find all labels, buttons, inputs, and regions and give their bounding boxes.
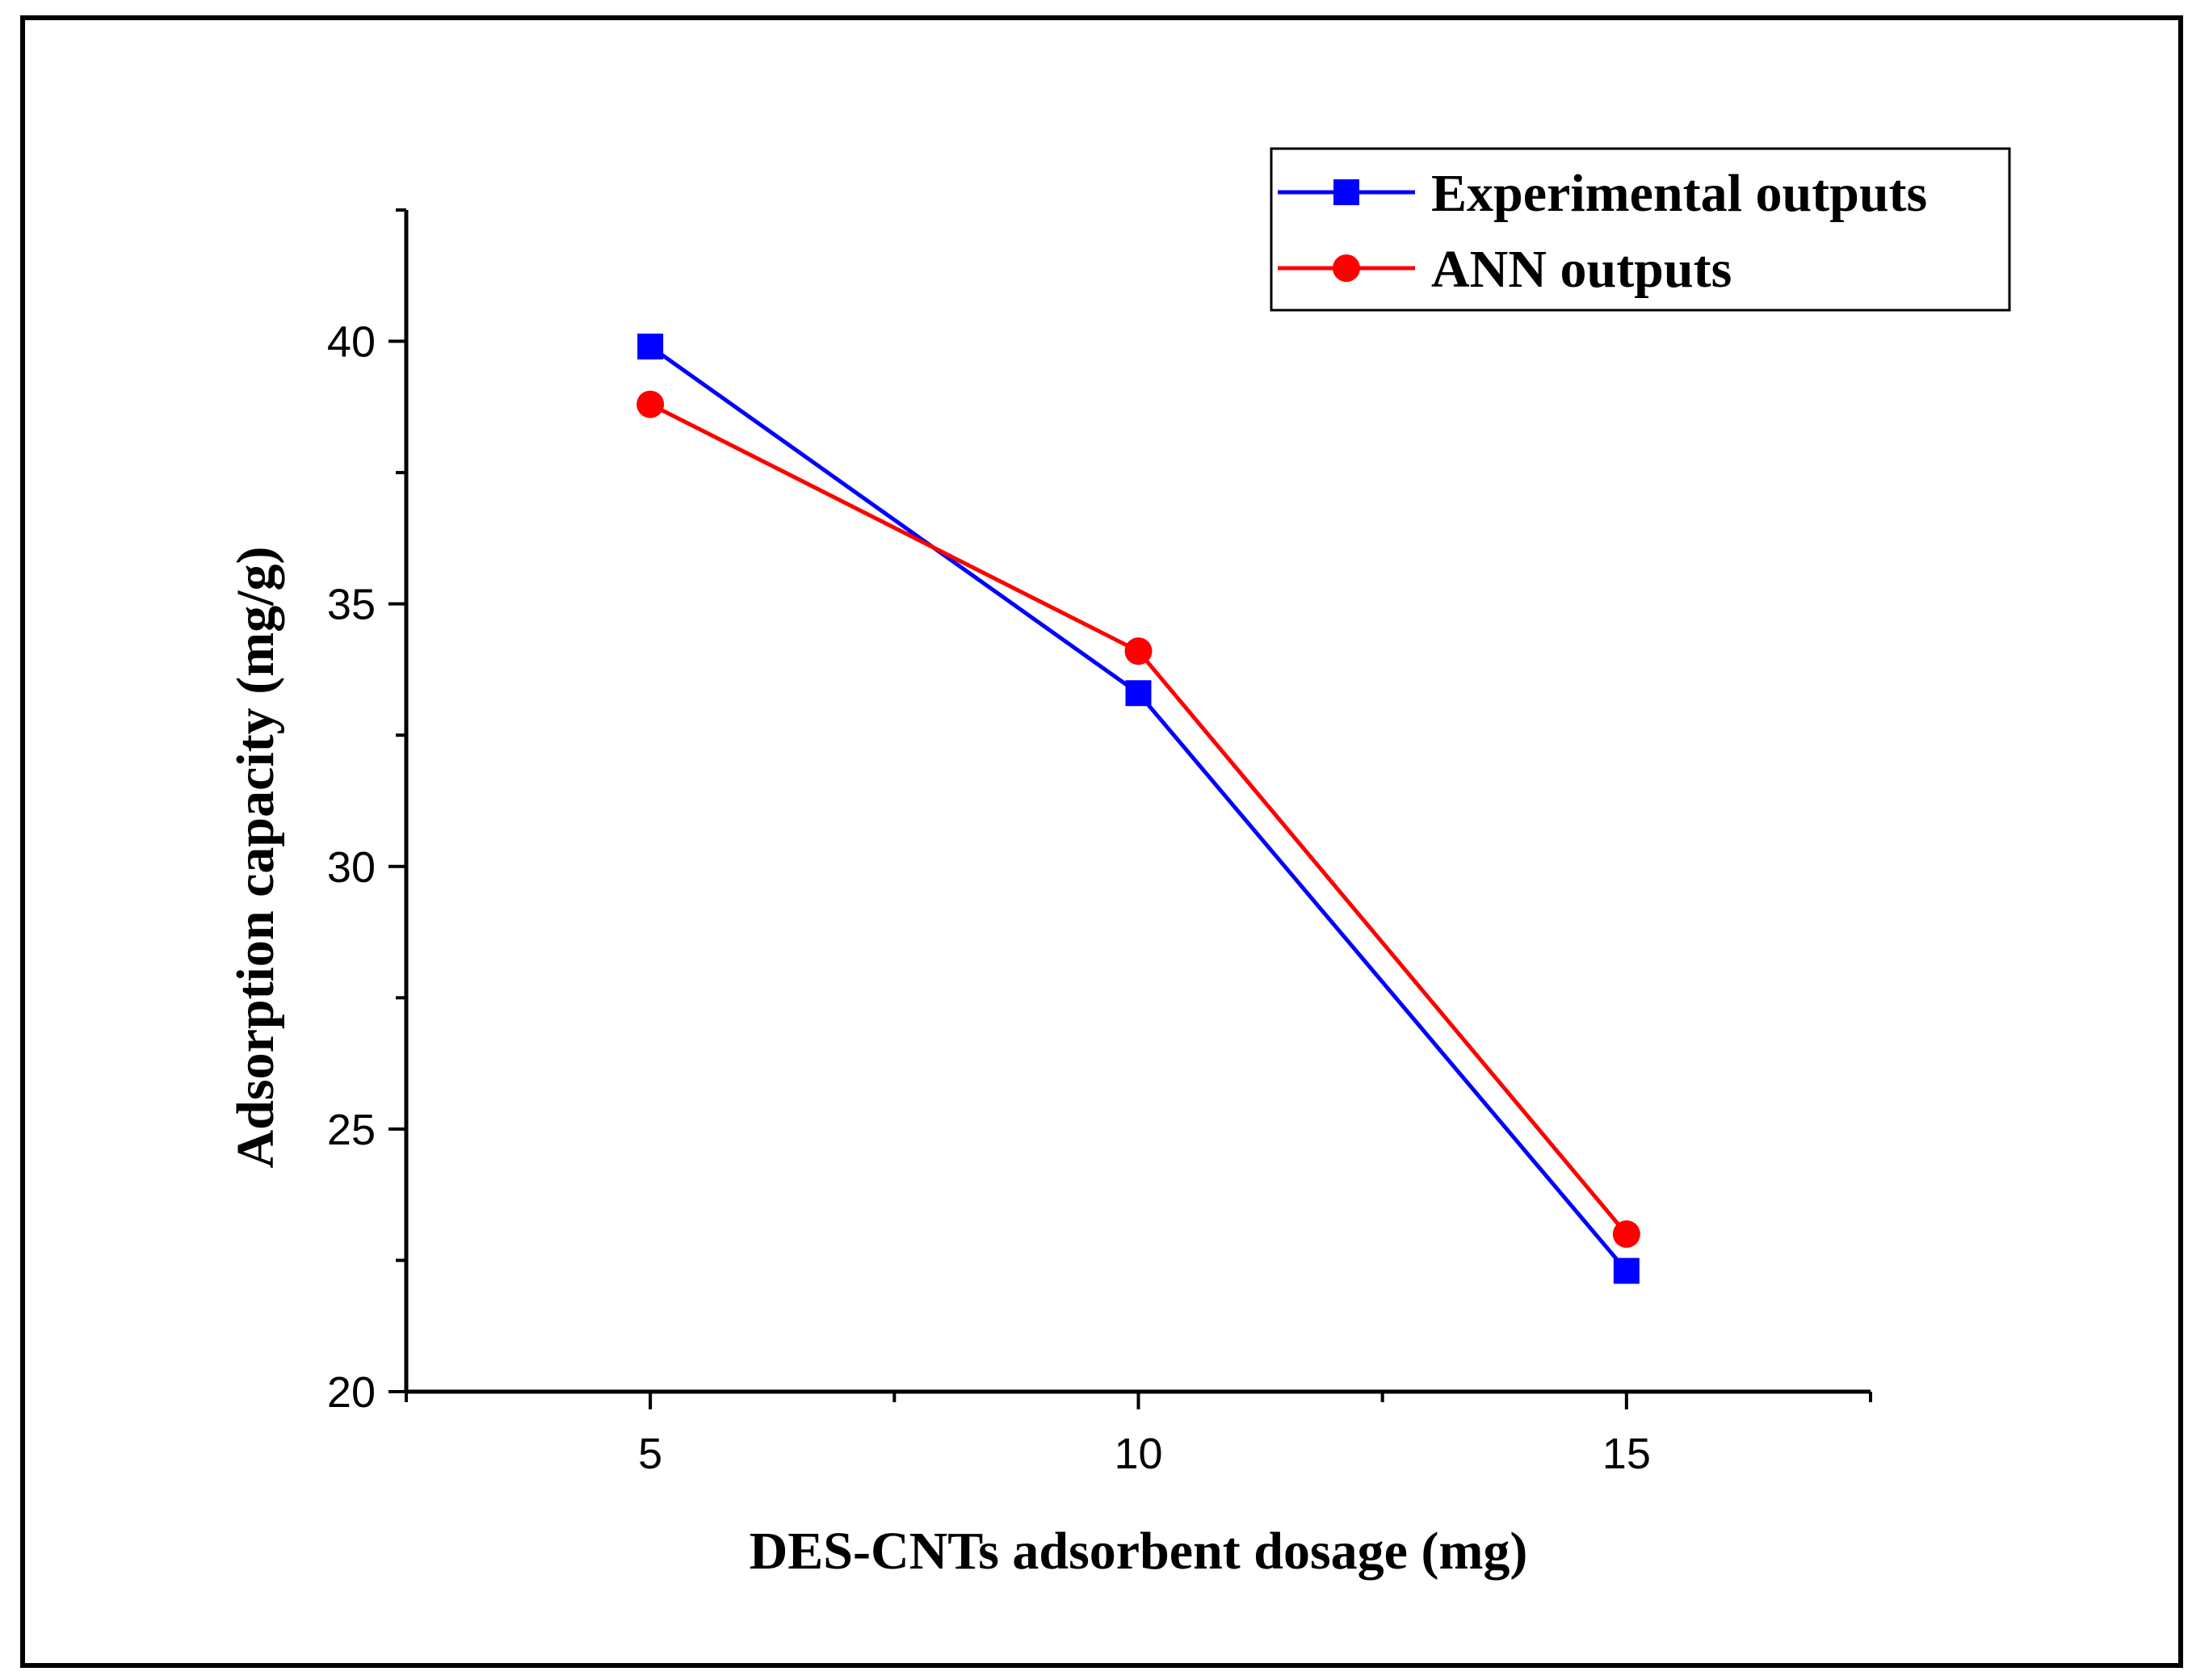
x-tick-label: 5 [638,1430,662,1478]
legend-label: ANN outputs [1431,240,1732,299]
y-tick-label: 35 [327,581,376,629]
outer-frame [20,15,2183,1668]
x-tick-label: 15 [1602,1430,1651,1478]
y-tick-label: 25 [327,1106,376,1154]
x-axis-title: DES-CNTs adsorbent dosage (mg) [750,1522,1528,1581]
series-experimental [637,334,1640,1284]
legend-marker [1333,254,1360,282]
series-ann [636,390,1640,1248]
x-tick-label: 10 [1114,1430,1162,1478]
legend-label: Experimental outputs [1431,164,1927,223]
series-layer [636,334,1640,1284]
legend: Experimental outputs ANN outputs [1270,147,2011,312]
data-point [637,334,664,360]
data-point [1613,1258,1640,1284]
series-line [649,345,1628,1273]
y-tick-label: 20 [327,1368,376,1417]
data-point [1124,637,1153,666]
legend-box [1270,147,2011,312]
data-point [636,390,665,418]
y-axis-title: Adsorption capacity (mg/g) [226,547,285,1169]
axes [388,208,1872,1409]
legend-marker [1333,179,1359,205]
y-tick-label: 40 [327,318,376,367]
tick-labels: 20 25 30 35 40 5 10 15 [327,318,1651,1478]
data-point [1125,680,1152,707]
y-tick-label: 30 [327,843,376,892]
data-point [1612,1220,1640,1248]
series-line [649,402,1628,1236]
